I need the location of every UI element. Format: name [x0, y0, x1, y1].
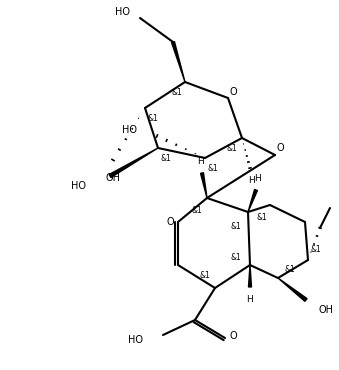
Text: O: O [229, 331, 237, 341]
Text: &1: &1 [227, 144, 237, 152]
Polygon shape [248, 189, 257, 212]
Text: O: O [276, 143, 284, 153]
Polygon shape [172, 41, 185, 82]
Text: &1: &1 [231, 252, 241, 262]
Text: &1: &1 [200, 272, 211, 280]
Text: &1: &1 [311, 246, 321, 255]
Text: H: H [247, 296, 253, 305]
Text: HO: HO [122, 125, 137, 135]
Text: &1: &1 [172, 87, 182, 97]
Text: H: H [198, 157, 204, 165]
Text: H: H [255, 174, 261, 182]
Text: H: H [248, 175, 255, 185]
Polygon shape [278, 278, 307, 302]
Text: &1: &1 [207, 164, 218, 172]
Text: OH: OH [319, 305, 334, 315]
Polygon shape [109, 148, 158, 178]
Text: HO: HO [128, 335, 143, 345]
Text: &1: &1 [257, 212, 267, 222]
Text: &1: &1 [192, 205, 202, 215]
Polygon shape [248, 265, 252, 287]
Polygon shape [201, 173, 207, 198]
Text: &1: &1 [285, 266, 295, 275]
Text: OH: OH [105, 173, 120, 183]
Text: HO: HO [71, 181, 86, 191]
Text: &1: &1 [231, 222, 241, 231]
Text: &1: &1 [161, 154, 172, 162]
Text: O: O [229, 87, 237, 97]
Text: HO: HO [115, 7, 129, 17]
Text: &1: &1 [147, 114, 158, 122]
Text: O: O [166, 217, 174, 227]
